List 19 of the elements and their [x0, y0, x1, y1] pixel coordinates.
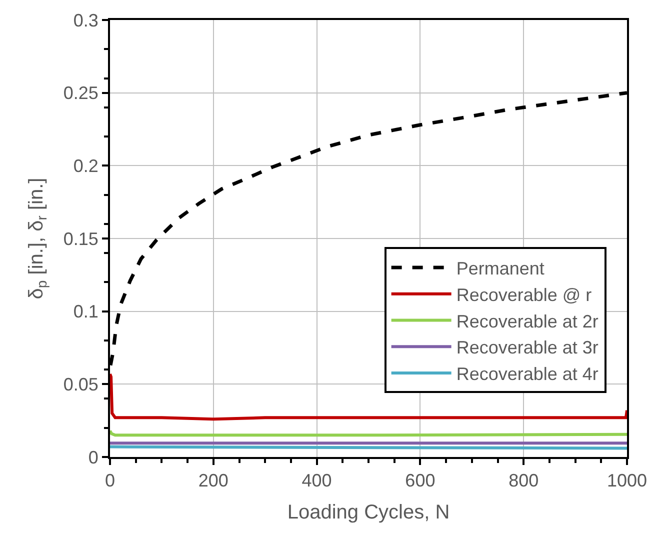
y-tick-label: 0	[88, 447, 98, 468]
y-tick-label: 0.3	[73, 10, 98, 30]
x-axis-title: Loading Cycles, N	[287, 502, 450, 524]
legend-label: Recoverable at 4r	[456, 364, 598, 384]
x-tick-label: 1000	[606, 470, 648, 491]
y-tick-label: 0.2	[73, 156, 98, 176]
y-tick-label: 0.05	[63, 374, 98, 394]
legend-label: Recoverable at 3r	[456, 338, 598, 358]
legend-label: Recoverable @ r	[456, 284, 592, 305]
y-tick-label: 0.15	[63, 228, 98, 249]
legend-label: Recoverable at 2r	[456, 311, 598, 332]
x-tick-label: 0	[104, 470, 116, 491]
x-tick-label: 200	[198, 470, 228, 491]
legend-label: Permanent	[456, 258, 544, 278]
x-tick-label: 800	[508, 470, 539, 491]
y-tick-label: 0.25	[63, 83, 98, 104]
y-tick-label: 0.1	[73, 302, 98, 322]
x-tick-label: 400	[302, 470, 332, 491]
x-tick-label: 600	[405, 470, 436, 491]
